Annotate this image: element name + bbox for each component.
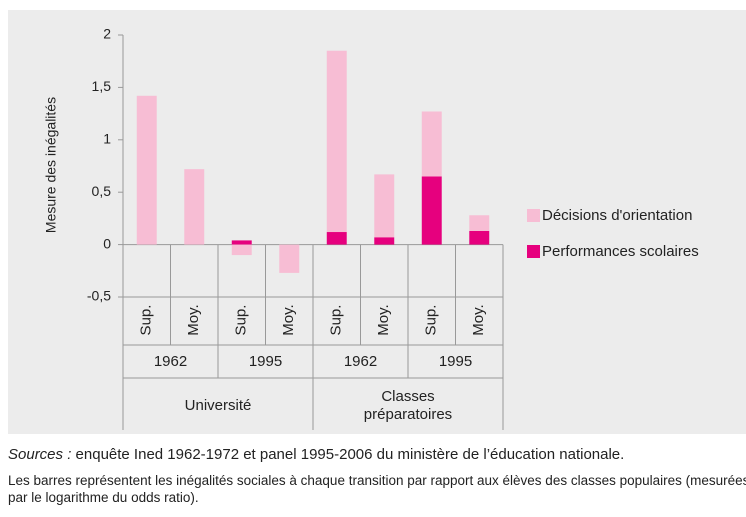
bar-segment xyxy=(326,232,347,245)
year-label: 1962 xyxy=(344,353,377,370)
x-tick-label: Moy. xyxy=(470,304,487,335)
legend-label: Décisions d'orientation xyxy=(542,207,692,224)
year-label: 1962 xyxy=(154,353,187,370)
year-label: 1995 xyxy=(249,353,282,370)
bar-segment xyxy=(374,237,395,245)
group-label: Université xyxy=(184,397,252,414)
y-tick-label: 1 xyxy=(103,131,111,147)
source: Sources : enquête Ined 1962-1972 et pane… xyxy=(8,446,744,463)
y-tick-label: 2 xyxy=(103,26,111,42)
y-tick-label: -0,5 xyxy=(87,288,111,304)
year-label: 1995 xyxy=(439,353,472,370)
x-tick-label: Sup. xyxy=(138,305,155,336)
x-tick-label: Moy. xyxy=(375,304,392,335)
bar-segment xyxy=(421,176,442,245)
x-tick-label: Sup. xyxy=(233,305,250,336)
y-tick-label: 1,5 xyxy=(92,78,112,94)
bar-segment xyxy=(231,244,252,256)
legend-label: Performances scolaires xyxy=(542,243,699,260)
x-tick-label: Sup. xyxy=(328,305,345,336)
bar-segment xyxy=(469,215,490,231)
y-axis-label: Mesure des inégalités xyxy=(43,97,59,233)
y-tick-label: 0,5 xyxy=(92,183,112,199)
legend-swatch xyxy=(527,209,540,222)
group-label: Classes préparatoires xyxy=(363,388,453,423)
bar-segment xyxy=(374,174,395,238)
chart: Mesure des inégalités -0,5 0 0,5 1 1,5 2 Sup. M… xyxy=(8,10,746,434)
bar-segment xyxy=(326,50,347,233)
legend-swatch xyxy=(527,245,540,258)
source-text: enquête Ined 1962-1972 et panel 1995-200… xyxy=(75,446,625,463)
bar-segment xyxy=(231,240,252,245)
y-tick-label: 0 xyxy=(103,235,111,251)
x-tick-label: Moy. xyxy=(280,304,297,335)
bar-segment xyxy=(421,111,442,177)
bar-segment xyxy=(136,95,157,245)
x-tick-label: Sup. xyxy=(423,305,440,336)
bar-segment xyxy=(279,244,300,273)
bar-segment xyxy=(184,169,205,245)
note: Les barres représentent les inégalités s… xyxy=(8,473,746,505)
x-tick-label: Moy. xyxy=(185,304,202,335)
bar-segment xyxy=(469,230,490,245)
source-label: Sources : xyxy=(8,446,72,463)
